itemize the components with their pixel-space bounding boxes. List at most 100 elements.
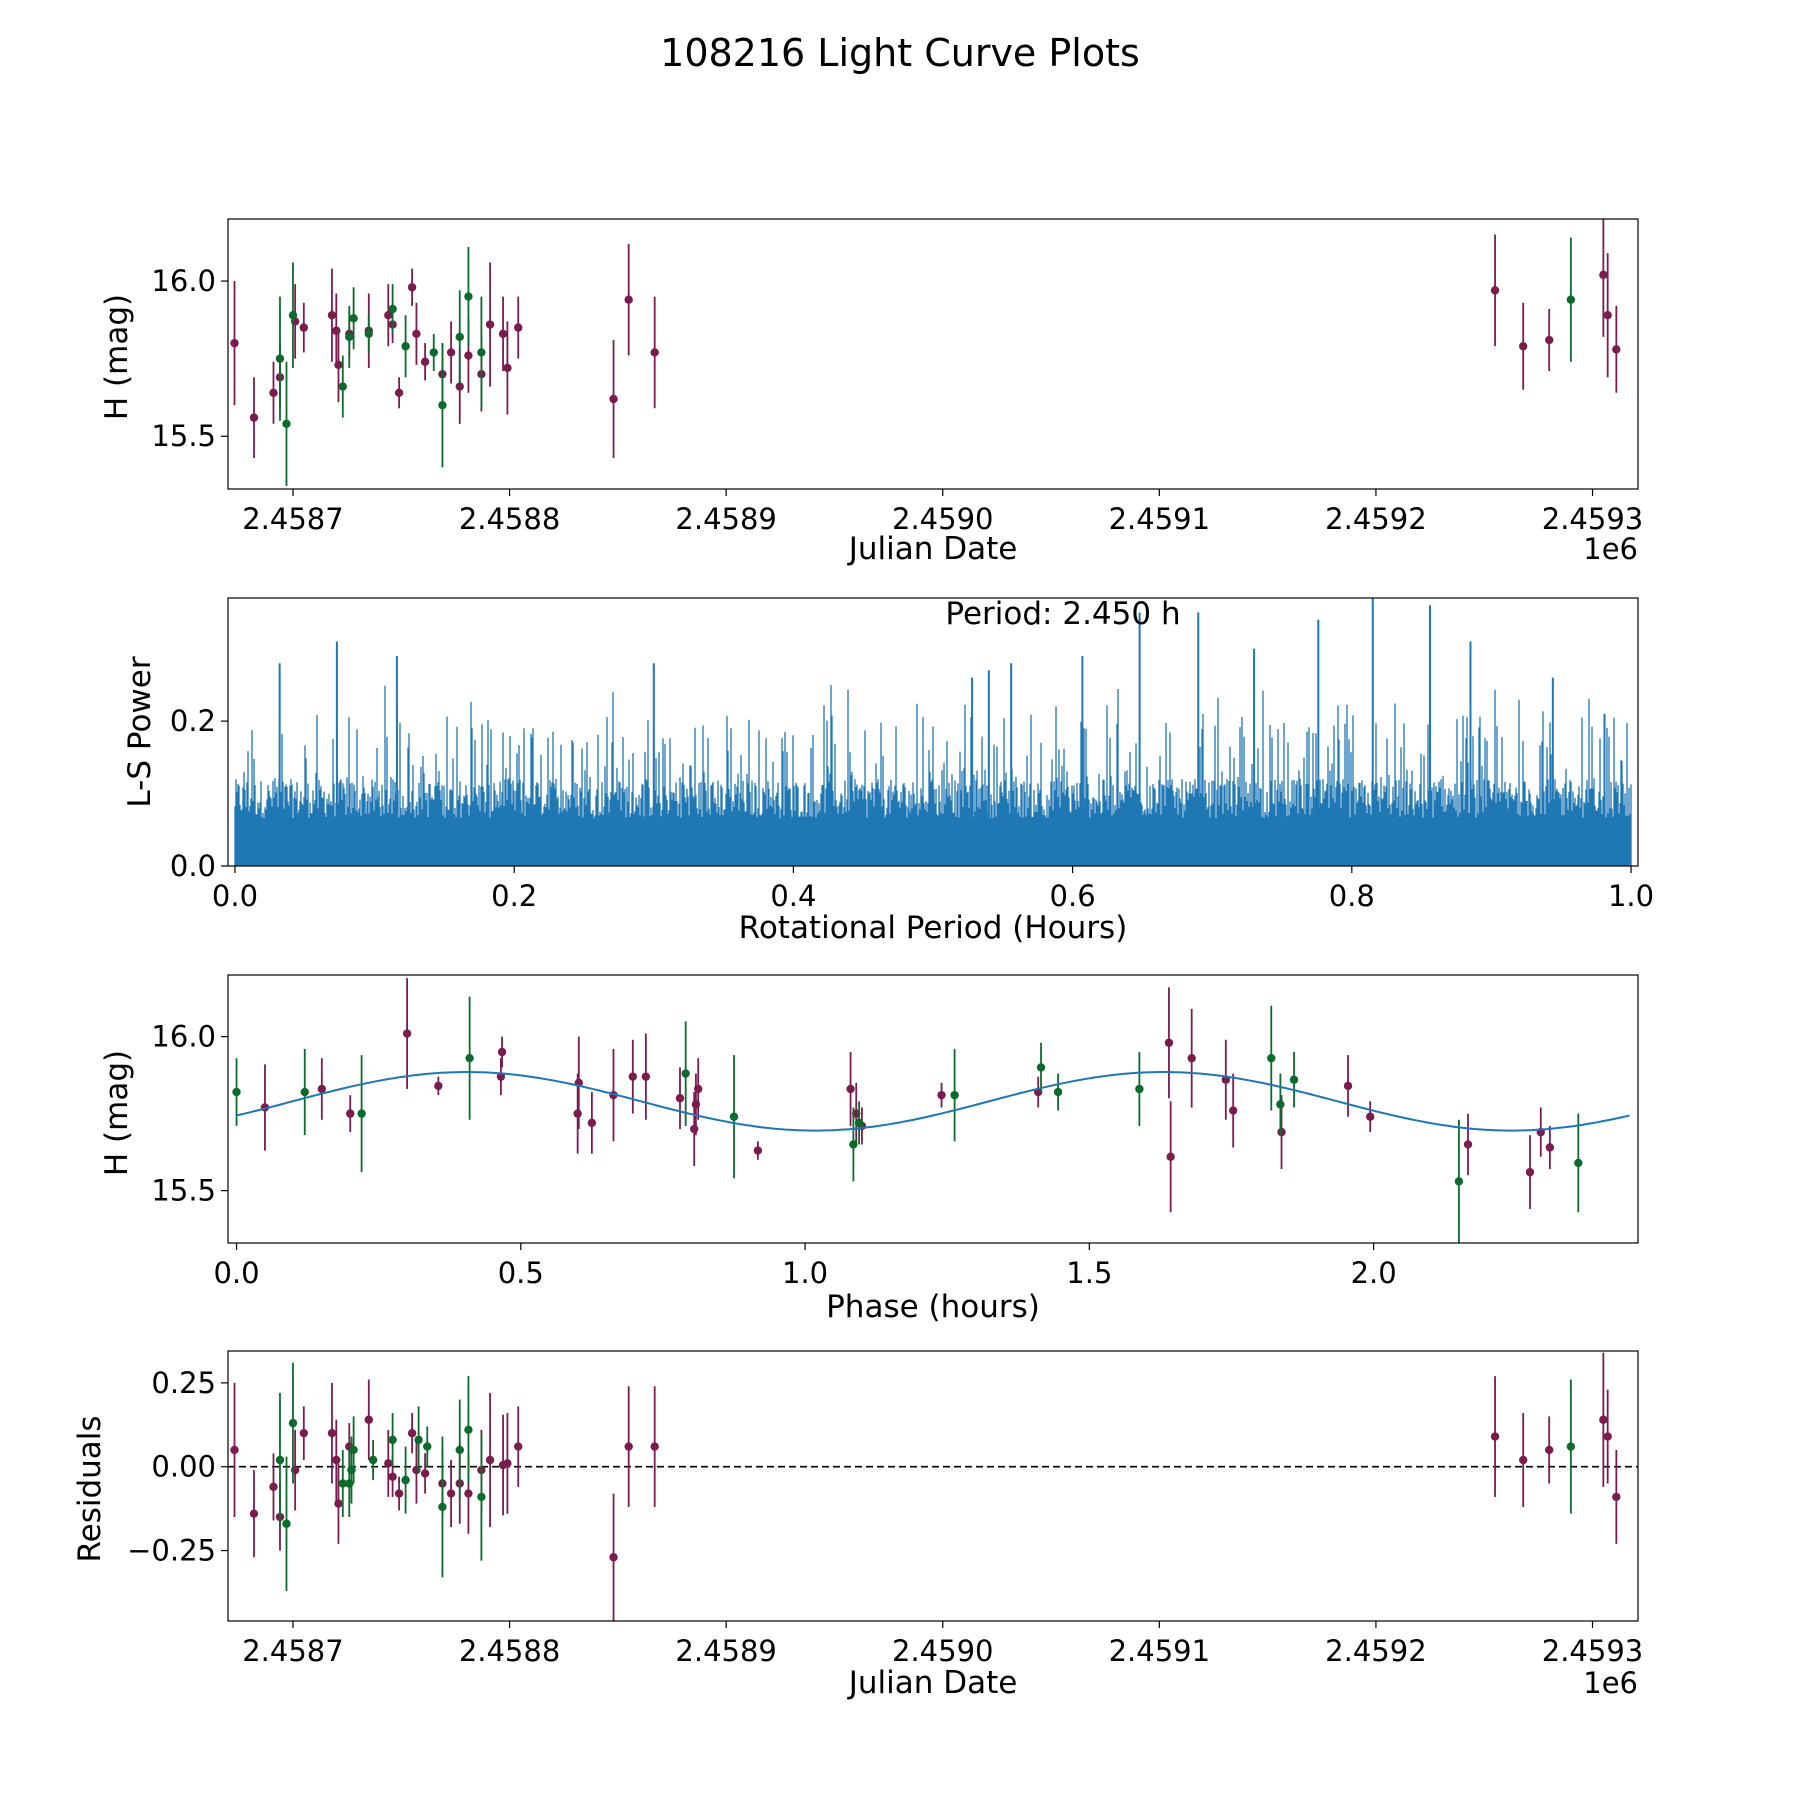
- phased-point-purple: [1343, 1081, 1353, 1091]
- phased-point-purple: [628, 1072, 638, 1081]
- lightcurve-point-green: [349, 314, 358, 323]
- residuals-point-purple: [1519, 1455, 1528, 1465]
- residuals-ytick-label: 0.00: [151, 1450, 216, 1484]
- phased-point-green: [950, 1090, 959, 1100]
- phased-point-purple: [846, 1084, 855, 1094]
- residuals-point-purple: [1603, 1432, 1612, 1441]
- lightcurve-xtick-label: 2.4592: [1325, 502, 1426, 536]
- residuals-xtick-label: 2.4587: [242, 1634, 343, 1668]
- lightcurve-point-green: [338, 382, 347, 391]
- phased-points: [232, 978, 1583, 1243]
- phased-xtick-label: 0.0: [213, 1256, 259, 1290]
- phased-point-purple: [1545, 1143, 1555, 1152]
- residuals-ytick-label: −0.25: [127, 1534, 216, 1568]
- residuals-point-green: [288, 1418, 298, 1428]
- lightcurve-point-purple: [407, 283, 417, 292]
- phased-point-purple: [641, 1072, 651, 1081]
- lightcurve-point-green: [401, 342, 410, 351]
- phased-point-purple: [497, 1047, 507, 1057]
- period-annotation: Period: 2.450 h: [945, 596, 1180, 632]
- phased-xtick-label: 1.0: [782, 1256, 828, 1290]
- phased-point-green: [729, 1112, 739, 1121]
- phased-point-green: [1454, 1177, 1464, 1186]
- phased-ylabel: H (mag): [99, 1050, 135, 1176]
- phased-xtick-label: 2.0: [1351, 1256, 1397, 1290]
- phased-ytick-label: 16.0: [151, 1020, 216, 1054]
- residuals-point-green: [464, 1425, 473, 1435]
- periodogram-series: [234, 598, 1632, 866]
- periodogram-xtick-label: 0.4: [770, 879, 816, 913]
- residuals-point-purple: [1612, 1492, 1621, 1502]
- phased-point-green: [1289, 1075, 1299, 1084]
- residuals-point-green: [414, 1435, 423, 1445]
- phased-point-purple: [587, 1118, 597, 1128]
- residuals-point-purple: [1599, 1415, 1608, 1424]
- phased-point-green: [854, 1118, 864, 1128]
- phased-point-purple: [1277, 1127, 1286, 1137]
- phased-point-green: [1574, 1158, 1583, 1168]
- lightcurve-ytick-label: 15.5: [151, 419, 216, 453]
- phased-point-green: [357, 1109, 366, 1118]
- residuals-xtick-label: 2.4592: [1325, 1634, 1426, 1668]
- lightcurve-point-purple: [269, 388, 278, 397]
- phased-point-green: [681, 1069, 690, 1078]
- lightcurve-xlabel: Julian Date: [847, 531, 1018, 567]
- residuals-point-purple: [394, 1489, 404, 1498]
- phased-point-purple: [753, 1146, 763, 1155]
- residuals-xtick-label: 2.4591: [1109, 1634, 1210, 1668]
- lightcurve-point-green: [364, 329, 373, 339]
- residuals-xtick-label: 2.4590: [892, 1634, 993, 1668]
- lightcurve-point-purple: [334, 360, 343, 370]
- residuals-point-green: [275, 1455, 285, 1465]
- figure-title: 108216 Light Curve Plots: [660, 31, 1140, 75]
- residuals-point-green: [438, 1502, 447, 1512]
- lightcurve-point-purple: [230, 338, 239, 348]
- lightcurve-xtick-label: 2.4590: [892, 502, 993, 536]
- phased-point-purple: [1463, 1140, 1473, 1149]
- periodogram-ytick-label: 0.2: [170, 704, 216, 738]
- phased-point-purple: [1525, 1167, 1535, 1177]
- residuals-point-purple: [609, 1553, 618, 1562]
- residuals-point-purple: [230, 1445, 239, 1455]
- residuals-point-purple: [446, 1489, 456, 1498]
- lightcurve-xtick-label: 2.4589: [675, 502, 776, 536]
- phased-point-purple: [402, 1029, 412, 1038]
- lightcurve-point-green: [275, 354, 285, 363]
- lightcurve-point-green: [388, 304, 397, 314]
- phased-point-purple: [573, 1109, 582, 1118]
- phased-model: [236, 1071, 1630, 1132]
- lightcurve-point-purple: [1612, 345, 1621, 354]
- phased-point-purple: [1164, 1038, 1174, 1047]
- lightcurve-point-purple: [455, 382, 464, 391]
- lightcurve-point-purple: [249, 413, 259, 422]
- phased-point-purple: [693, 1084, 703, 1094]
- lightcurve-point-purple: [485, 320, 495, 329]
- residuals-xtick-label: 2.4593: [1542, 1634, 1643, 1668]
- residuals-point-purple: [327, 1428, 337, 1438]
- periodogram-xtick-label: 0.0: [212, 879, 258, 913]
- periodogram-line: [234, 685, 1632, 866]
- lightcurve-point-purple: [394, 388, 404, 397]
- phased-panel: Phase (hours) H (mag) 0.0 0.5 1.0 1.5 2.0 15.…: [99, 974, 1639, 1325]
- residuals-point-purple: [1544, 1445, 1554, 1455]
- lightcurve-xtick-label: 2.4591: [1109, 502, 1210, 536]
- residuals-point-purple: [650, 1442, 659, 1451]
- lightcurve-ylabel: H (mag): [99, 294, 135, 420]
- lightcurve-point-purple: [1490, 286, 1500, 295]
- phased-point-purple: [1187, 1053, 1196, 1063]
- lightcurve-offset-label: 1e6: [1583, 532, 1638, 566]
- periodogram-ylabel: L-S Power: [122, 656, 158, 807]
- phased-frame: [227, 974, 1639, 1244]
- residuals-point-purple: [624, 1442, 633, 1451]
- lightcurve-xtick-label: 2.4587: [242, 502, 343, 536]
- lightcurve-point-purple: [1599, 270, 1608, 280]
- residuals-point-purple: [334, 1499, 343, 1508]
- phased-ytick-label: 15.5: [151, 1174, 216, 1208]
- phased-point-purple: [346, 1109, 355, 1118]
- residuals-point-purple: [503, 1459, 512, 1468]
- phased-point-green: [1135, 1084, 1144, 1094]
- lightcurve-point-green: [345, 332, 354, 342]
- residuals-point-purple: [464, 1489, 473, 1498]
- lightcurve-point-purple: [1544, 335, 1554, 345]
- residuals-ylabel: Residuals: [72, 1415, 108, 1562]
